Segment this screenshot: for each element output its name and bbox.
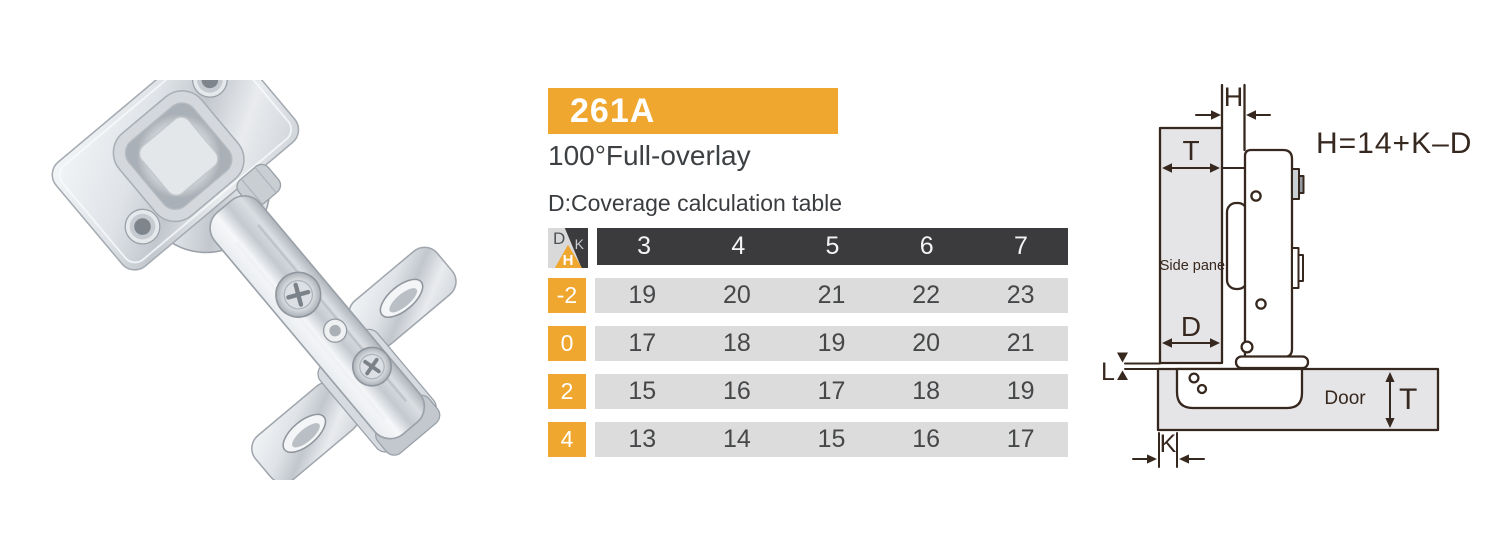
hinge-arm-profile: [1243, 148, 1294, 359]
value-cell: 17: [1006, 425, 1035, 453]
value-cell: 18: [912, 377, 940, 405]
arm-hole-dot: [1240, 340, 1254, 354]
arm-hole-dot: [1255, 298, 1267, 310]
table-header-row: D K H 3 4 5 6 7: [548, 228, 1068, 268]
value-cell: 15: [628, 377, 657, 405]
value-cell: 16: [912, 425, 940, 453]
table-row: 4 13 14 15 16 17: [548, 422, 1068, 457]
col-header: 5: [825, 232, 840, 260]
row-label: -2: [548, 278, 586, 313]
dimension-h: [1195, 110, 1271, 120]
plate-screw-hole: [191, 80, 228, 98]
row-band: 13 14 15 16 17: [595, 422, 1068, 457]
column-header-band: 3 4 5 6 7: [597, 228, 1068, 265]
plate-screw-hole: [124, 208, 161, 245]
row-label: 4: [548, 422, 586, 457]
cup-flange-profile: [1234, 355, 1310, 370]
value-cell: 14: [722, 425, 751, 453]
corner-label-k: K: [574, 236, 584, 252]
label-t-panel: T: [1182, 135, 1199, 166]
value-cell: 21: [817, 281, 846, 309]
screw-boss: [1291, 168, 1300, 200]
cup-bore: [1175, 367, 1304, 410]
value-cell: 23: [1006, 281, 1035, 309]
table-row: 0 17 18 19 20 21: [548, 326, 1068, 361]
plate-highlight: [58, 80, 292, 264]
row-band: 15 16 17 18 19: [595, 374, 1068, 409]
screw-head: [1297, 254, 1304, 282]
value-cell: 19: [1006, 377, 1035, 405]
mounting-diagram: H T Side panel D L K Door T H=14+K–D: [1101, 82, 1472, 468]
dimension-l: [1117, 352, 1128, 380]
arm-highlight: [235, 241, 387, 421]
hinge-assembly: [51, 80, 457, 480]
corner-label-d: D: [553, 229, 566, 248]
col-header: 4: [731, 232, 746, 260]
value-cell: 13: [628, 425, 657, 453]
cup-inner: [138, 116, 219, 196]
label-door: Door: [1324, 388, 1366, 409]
dimension-t-panel: [1162, 163, 1220, 173]
arm-hole: [322, 318, 348, 343]
row-band: 17 18 19 20 21: [595, 326, 1068, 361]
value-cell: 16: [722, 377, 751, 405]
value-cell: 21: [1006, 329, 1035, 357]
value-cell: 18: [722, 329, 751, 357]
label-k: K: [1160, 430, 1177, 458]
l-leader-lines: [1124, 362, 1161, 370]
dimension-k: [1132, 454, 1205, 464]
col-header: 3: [637, 232, 652, 260]
table-caption: D:Coverage calculation table: [548, 190, 843, 216]
table-row: -2 19 20 21 22 23: [548, 278, 1068, 313]
value-cell: 17: [817, 377, 846, 405]
col-header: 6: [919, 232, 934, 260]
cup-hole-dot: [1196, 383, 1208, 395]
slot-left-shadow: [292, 423, 320, 448]
slot-right-shadow: [389, 288, 418, 313]
row-band: 19 20 21 22 23: [595, 278, 1068, 313]
label-l: L: [1101, 358, 1115, 386]
dimension-t-door: [1385, 372, 1395, 428]
value-cell: 15: [817, 425, 846, 453]
label-d: D: [1181, 311, 1201, 342]
coverage-table: D K H 3 4 5 6 7 -2 19 20 21 22 23 0: [548, 228, 1068, 470]
dimension-d: [1162, 338, 1220, 348]
corner-cell: D K H: [548, 228, 588, 268]
screw-head: [1298, 175, 1305, 194]
product-code: 261A: [570, 91, 656, 130]
mount-screw: [351, 346, 392, 387]
value-cell: 19: [628, 281, 657, 309]
col-header: 7: [1013, 232, 1028, 260]
arm-hole-dot: [1250, 190, 1262, 202]
adjust-screw: [275, 271, 322, 318]
row-label: 2: [548, 374, 586, 409]
value-cell: 19: [817, 329, 846, 357]
value-cell: 22: [912, 281, 940, 309]
value-cell: 20: [722, 281, 751, 309]
product-code-banner: 261A: [548, 88, 838, 134]
product-subtitle: 100°Full-overlay: [548, 140, 751, 171]
k-leader-lines: [1158, 432, 1178, 468]
label-h: H: [1224, 82, 1244, 112]
hinge-product-photo: [51, 80, 457, 480]
formula: H=14+K–D: [1316, 127, 1472, 160]
label-side-panel: Side panel: [1160, 258, 1229, 274]
value-cell: 17: [628, 329, 657, 357]
corner-label-h: H: [562, 252, 574, 268]
row-label: 0: [548, 326, 586, 361]
cup-hole-dot: [1188, 372, 1200, 384]
value-cell: 20: [912, 329, 940, 357]
label-t-door: T: [1399, 383, 1417, 416]
table-row: 2 15 16 17 18 19: [548, 374, 1068, 409]
